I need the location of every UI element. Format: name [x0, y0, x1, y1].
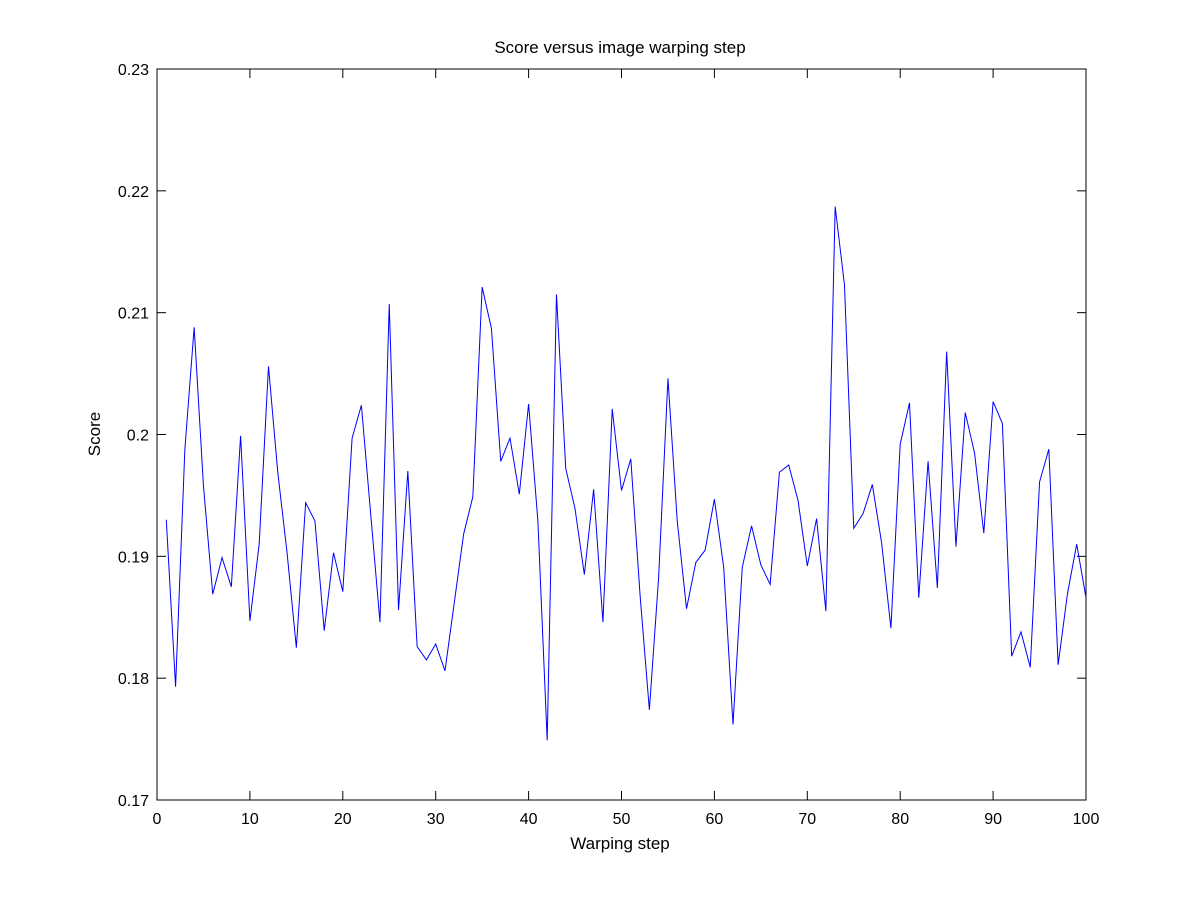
y-tick-label: 0.21 — [118, 306, 149, 323]
series-line — [165, 206, 1087, 741]
x-axis-label: Warping step — [570, 834, 670, 853]
y-tick-label: 0.19 — [118, 549, 149, 566]
x-tick-label: 50 — [613, 811, 631, 828]
y-tick-label: 0.17 — [118, 793, 149, 810]
x-axis-ticks: 0 10 20 30 40 50 60 70 80 90 100 — [153, 69, 1100, 828]
y-tick-label: 0.2 — [127, 428, 149, 445]
x-tick-label: 90 — [984, 811, 1002, 828]
x-tick-label: 80 — [891, 811, 909, 828]
plot-axes — [156, 68, 1087, 801]
x-tick-label: 10 — [241, 811, 259, 828]
plot-frame — [156, 68, 1087, 801]
y-tick-label: 0.23 — [118, 62, 149, 79]
x-tick-label: 60 — [706, 811, 724, 828]
y-tick-label: 0.18 — [118, 671, 149, 688]
series-lines — [165, 206, 1087, 741]
chart-title: Score versus image warping step — [494, 38, 745, 57]
y-tick-label: 0.22 — [118, 184, 149, 201]
x-tick-label: 40 — [520, 811, 538, 828]
x-tick-label: 70 — [798, 811, 816, 828]
y-axis-label: Score — [85, 412, 104, 456]
y-axis-ticks: 0.17 0.18 0.19 0.2 0.21 0.22 0.23 — [118, 62, 1086, 810]
x-tick-label: 100 — [1073, 811, 1100, 828]
x-tick-label: 0 — [153, 811, 162, 828]
x-tick-label: 30 — [427, 811, 445, 828]
x-tick-label: 20 — [334, 811, 352, 828]
